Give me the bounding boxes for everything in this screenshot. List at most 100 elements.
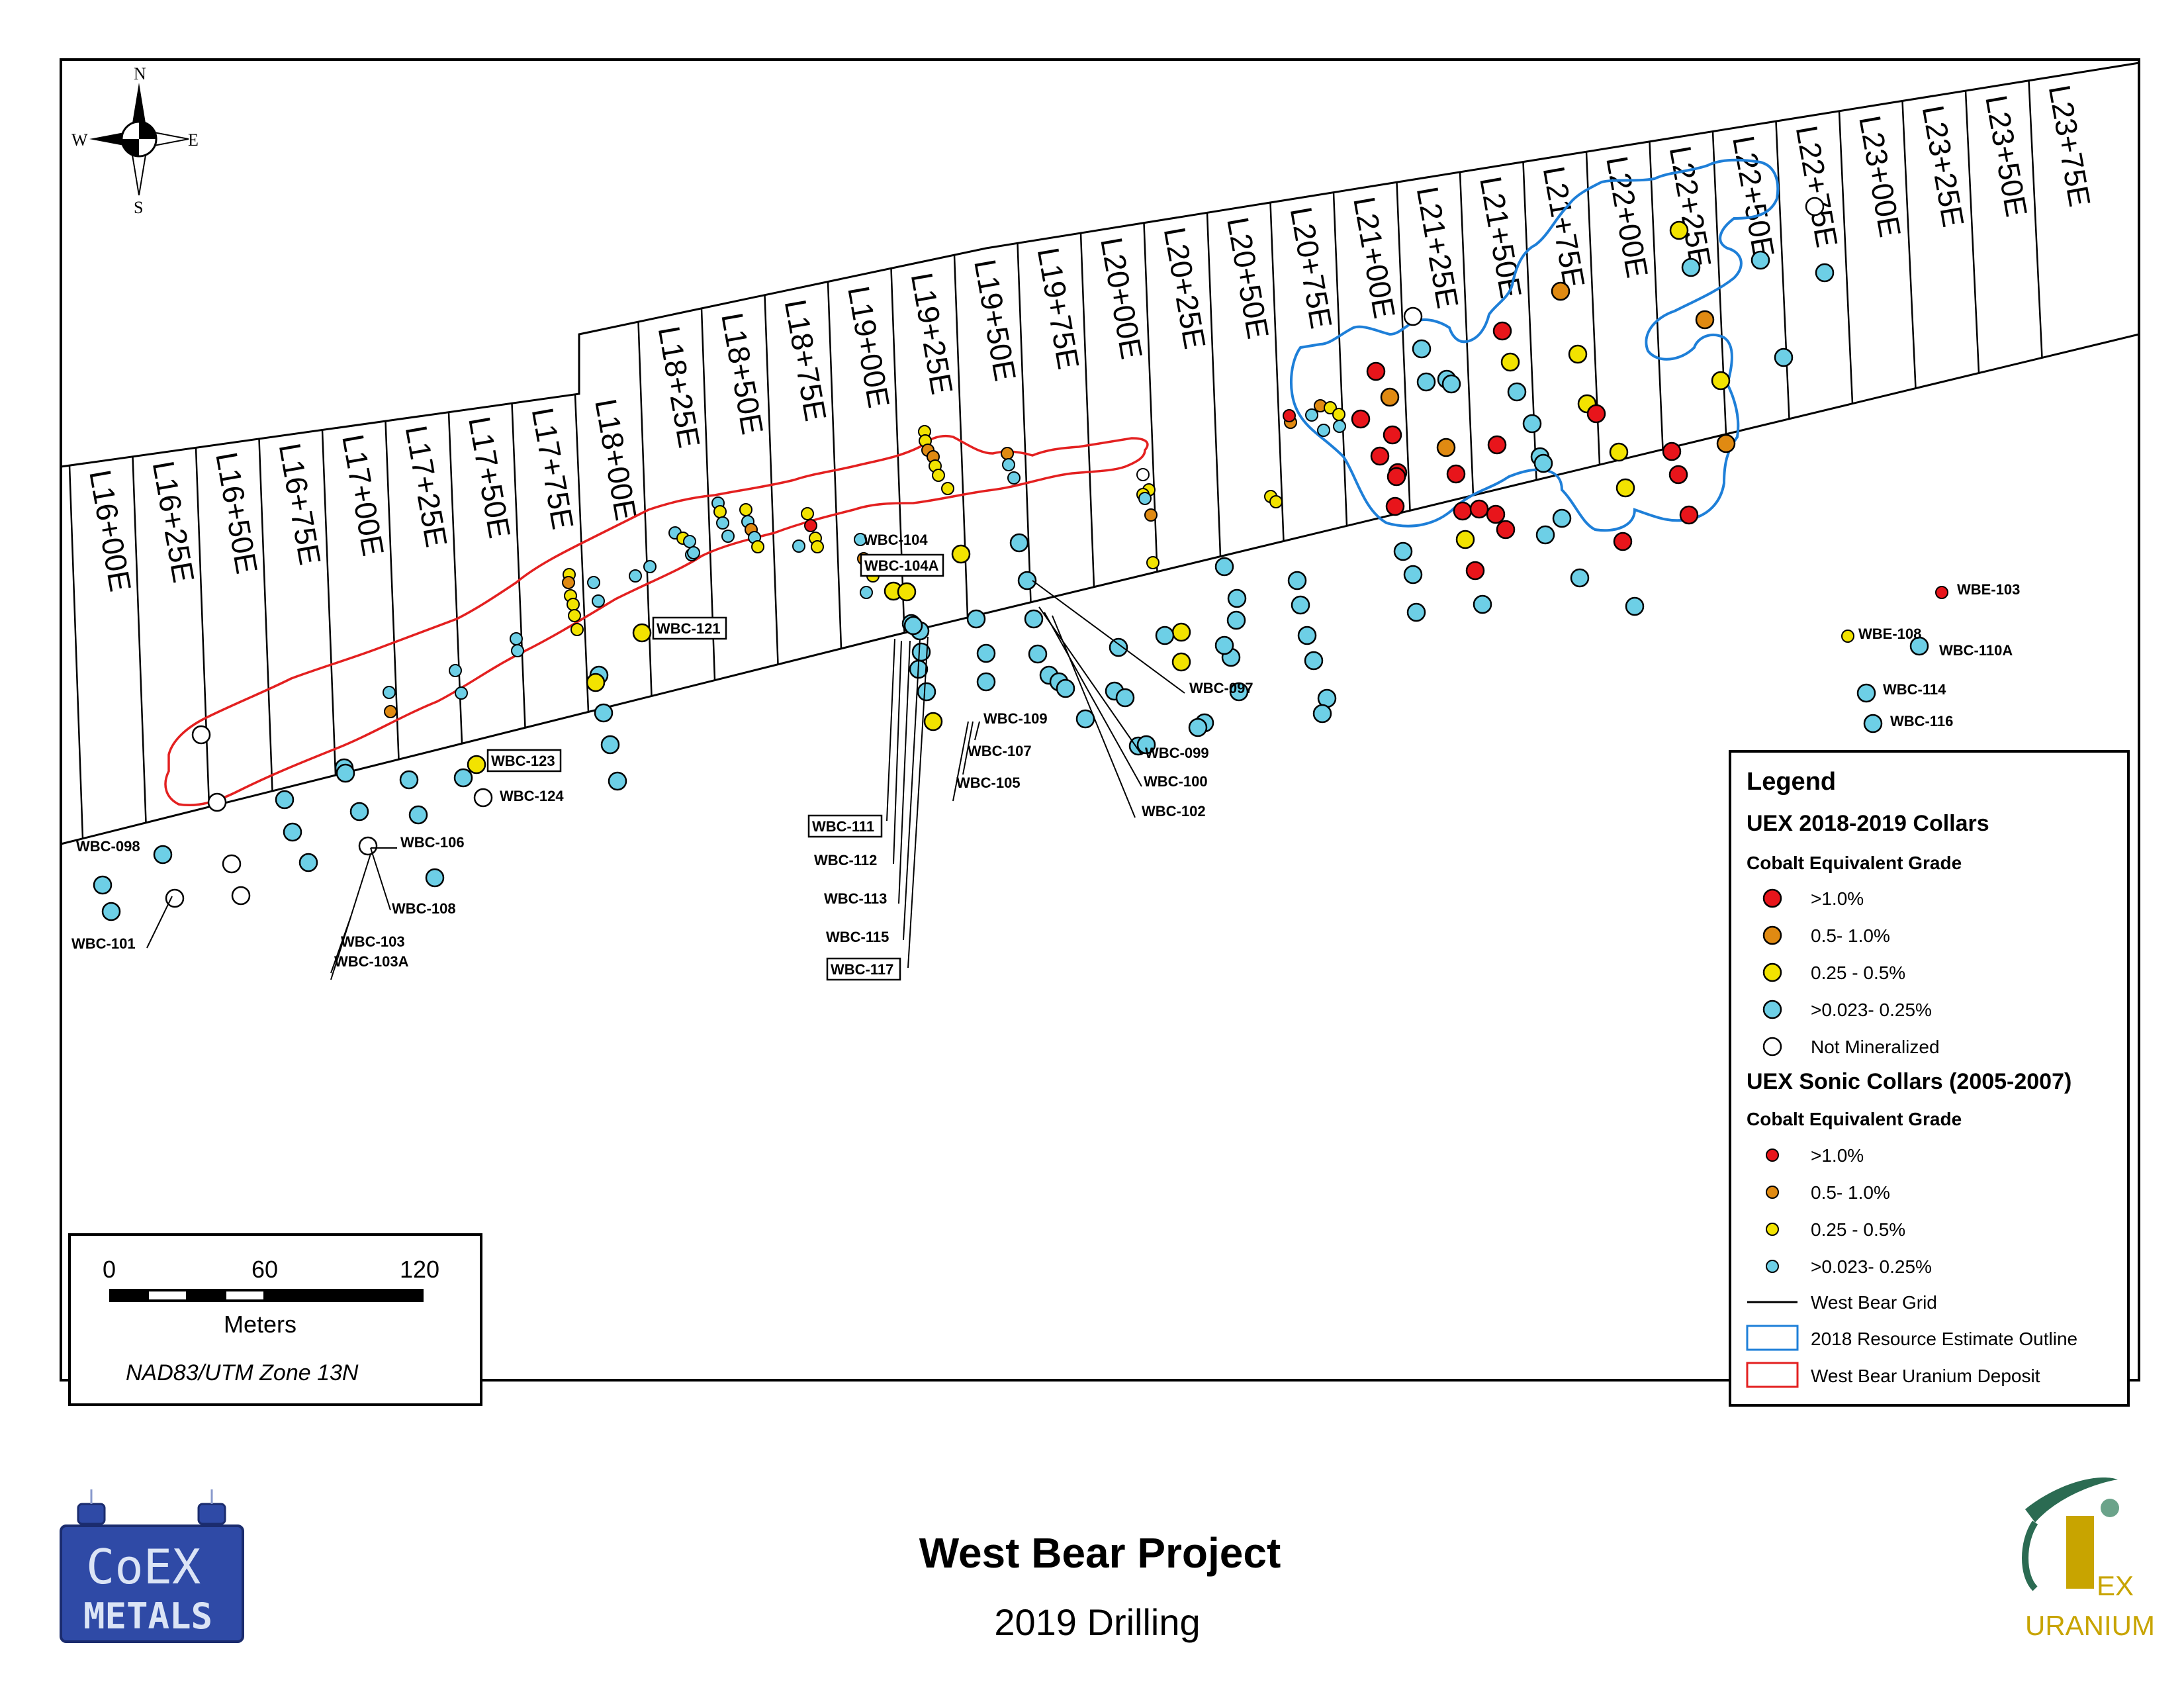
- legend-sub-2: Cobalt Equivalent Grade: [1747, 1109, 1962, 1129]
- collar-2018-2019: [1227, 588, 1247, 608]
- collar-2018-2019: [349, 802, 369, 821]
- legend-deposit-label: West Bear Uranium Deposit: [1811, 1366, 2040, 1386]
- grid-line: [1459, 171, 1475, 496]
- legend-deposit-swatch: [1746, 1362, 1799, 1388]
- collar-sonic: [721, 530, 735, 543]
- collar-2018-2019: [1533, 453, 1553, 473]
- grid-line: [1079, 232, 1095, 587]
- legend-sub-1: Cobalt Equivalent Grade: [1747, 853, 1962, 873]
- collar-2018-2019: [207, 792, 227, 812]
- collar-2018-2019: [1226, 610, 1246, 630]
- collar-2018-2019: [1487, 435, 1507, 455]
- collar-sonic: [1935, 586, 1948, 599]
- uex-uranium-logo: EX URANIUM: [2022, 1477, 2155, 1641]
- collar-2018-2019: [1385, 496, 1405, 516]
- collar-2018-2019: [1711, 371, 1731, 391]
- hole-leader-line: [370, 847, 391, 911]
- collar-2018-2019: [101, 902, 121, 921]
- grid-line: [68, 465, 84, 839]
- hole-label: WBC-106: [400, 834, 465, 851]
- collar-sonic: [1317, 424, 1330, 437]
- hole-leader-line: [903, 638, 921, 941]
- hole-label: WBC-113: [824, 890, 887, 907]
- collar-sonic: [1002, 458, 1015, 471]
- hole-label: WBC-110A: [1939, 642, 2013, 659]
- collar-2018-2019: [1380, 387, 1400, 407]
- uex-logo-ex: EX: [2097, 1570, 2134, 1601]
- collar-2018-2019: [473, 788, 493, 808]
- collar-2018-2019: [1500, 352, 1520, 372]
- collar-2018-2019: [408, 805, 428, 825]
- hole-leader-line: [907, 636, 929, 968]
- grid-line: [321, 430, 337, 776]
- compass-n-label: N: [134, 64, 146, 83]
- collar-sonic: [570, 623, 584, 636]
- legend-collar-swatch: [1762, 925, 1782, 945]
- collar-sonic: [739, 503, 752, 516]
- grid-line: [827, 281, 842, 649]
- collar-2018-2019: [1586, 404, 1606, 424]
- collar-2018-2019: [917, 682, 936, 702]
- hole-leader-line: [1052, 615, 1136, 818]
- collar-2018-2019: [1366, 361, 1386, 381]
- hole-label: WBC-097: [1189, 680, 1253, 696]
- collar-2018-2019: [586, 673, 606, 692]
- legend-resource-label: 2018 Resource Estimate Outline: [1811, 1329, 2077, 1349]
- collar-2018-2019: [283, 822, 302, 842]
- collar-2018-2019: [222, 854, 242, 874]
- scale-tick-120: 120: [400, 1256, 439, 1283]
- collar-2018-2019: [1024, 609, 1044, 629]
- map-title: West Bear Project: [919, 1529, 1281, 1577]
- collar-sonic: [1269, 495, 1283, 508]
- hole-label: WBC-104: [864, 532, 928, 548]
- collar-sonic: [1324, 401, 1337, 414]
- hole-label: WBC-108: [392, 900, 456, 917]
- collar-sonic: [568, 609, 581, 622]
- grid-line: [1775, 121, 1790, 419]
- hole-leader-line: [962, 721, 974, 775]
- collar-2018-2019: [1669, 220, 1689, 240]
- collar-sonic: [567, 598, 580, 611]
- collar-2018-2019: [1056, 679, 1075, 698]
- collar-2018-2019: [1522, 414, 1542, 434]
- collar-sonic: [1283, 409, 1296, 422]
- collar-2018-2019: [1695, 310, 1715, 330]
- collar-sonic: [510, 632, 523, 645]
- collar-sonic: [1841, 630, 1854, 643]
- hole-label: WBC-102: [1142, 803, 1206, 820]
- collar-sonic: [384, 705, 397, 718]
- scale-bar-box: 0 60 120 Meters NAD83/UTM Zone 13N: [68, 1233, 482, 1406]
- collar-2018-2019: [191, 725, 211, 745]
- collar-2018-2019: [1188, 718, 1208, 737]
- collar-2018-2019: [1304, 651, 1324, 671]
- collar-2018-2019: [1387, 467, 1406, 487]
- collar-sonic: [716, 516, 729, 530]
- hole-leader-line: [1032, 580, 1185, 694]
- hole-label: WBC-121: [657, 620, 721, 637]
- collar-sonic: [1007, 471, 1021, 485]
- collar-2018-2019: [966, 609, 986, 629]
- legend-item-label: >1.0%: [1811, 888, 1864, 909]
- hole-label: WBC-117: [831, 961, 893, 978]
- collar-2018-2019: [1075, 709, 1095, 729]
- collar-2018-2019: [1214, 557, 1234, 577]
- coex-logo-subtext: METALS: [83, 1595, 212, 1637]
- collar-sonic: [1136, 468, 1150, 481]
- hole-label: WBC-109: [983, 710, 1048, 727]
- collar-sonic: [1332, 408, 1345, 421]
- collar-2018-2019: [1406, 602, 1426, 622]
- collar-2018-2019: [399, 770, 419, 790]
- collar-2018-2019: [1383, 425, 1402, 445]
- collar-sonic: [804, 519, 817, 532]
- map-subtitle: 2019 Drilling: [994, 1601, 1200, 1643]
- collar-2018-2019: [897, 582, 917, 602]
- collar-2018-2019: [1552, 508, 1572, 528]
- grid-line: [1649, 141, 1664, 450]
- scale-unit: Meters: [224, 1311, 296, 1338]
- legend-item-label: Not Mineralized: [1811, 1037, 1940, 1057]
- collar-2018-2019: [1416, 372, 1436, 392]
- collar-2018-2019: [1568, 344, 1588, 364]
- collar-sonic: [713, 505, 727, 518]
- collar-sonic: [1138, 492, 1152, 505]
- collar-2018-2019: [1229, 682, 1249, 702]
